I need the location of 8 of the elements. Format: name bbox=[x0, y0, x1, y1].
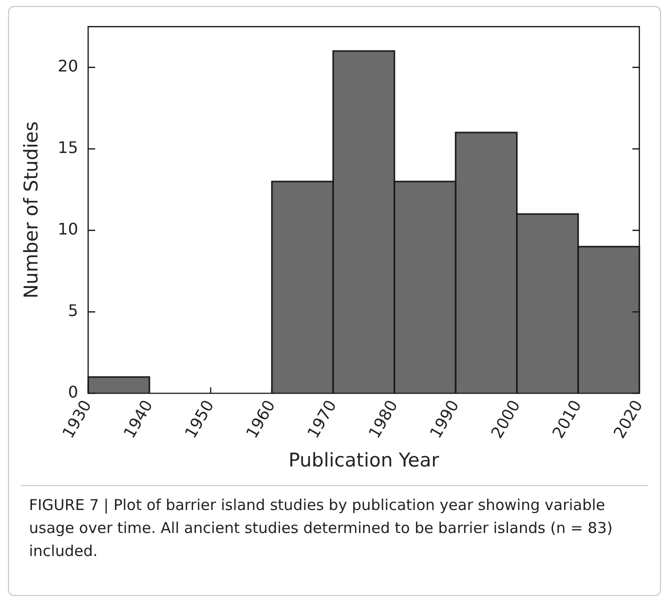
y-tick-label: 20 bbox=[58, 56, 78, 76]
y-axis-title: Number of Studies bbox=[20, 121, 42, 299]
x-axis-title: Publication Year bbox=[288, 450, 440, 472]
caption: FIGURE 7 | Plot of barrier island studies by publication year showing variable usage over time. All ancient studies determined to be barrier islands (n = 83) included. bbox=[29, 495, 614, 562]
y-tick-label: 5 bbox=[68, 300, 78, 320]
y-tick-label: 0 bbox=[68, 382, 78, 402]
y-tick-label: 10 bbox=[58, 220, 78, 238]
y-tick-label: 15 bbox=[58, 138, 78, 157]
